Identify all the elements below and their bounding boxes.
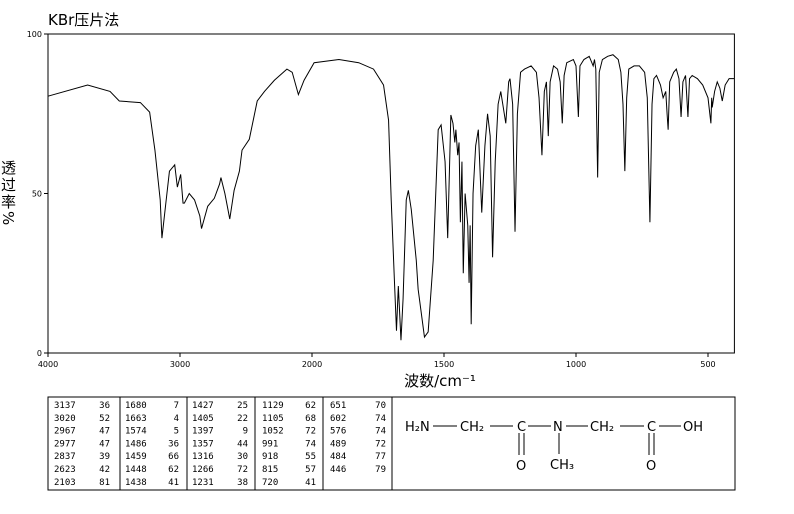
peak-transmittance: 39 [99, 452, 110, 462]
peak-wavenumber: 1427 [192, 401, 214, 411]
peak-wavenumber: 446 [330, 465, 346, 475]
peak-transmittance: 72 [375, 439, 386, 449]
peak-wavenumber: 1459 [125, 452, 147, 462]
peak-wavenumber: 3137 [54, 401, 76, 411]
peak-wavenumber: 1574 [125, 427, 147, 437]
peak-transmittance: 9 [243, 427, 248, 437]
peak-transmittance: 30 [237, 452, 248, 462]
peak-transmittance: 74 [375, 414, 386, 424]
peak-wavenumber: 720 [262, 478, 278, 488]
x-tick-label: 3000 [170, 360, 190, 369]
peak-wavenumber: 1397 [192, 427, 214, 437]
peak-transmittance: 47 [99, 439, 110, 449]
peak-transmittance: 66 [168, 452, 179, 462]
peak-wavenumber: 2103 [54, 478, 76, 488]
chart-title: KBr压片法 [48, 11, 119, 29]
peak-transmittance: 62 [305, 401, 316, 411]
atom-label: C [647, 420, 656, 435]
peak-transmittance: 55 [305, 452, 316, 462]
peak-wavenumber: 3020 [54, 414, 76, 424]
y-axis-label: 透过率% [0, 160, 17, 227]
peak-transmittance: 72 [305, 427, 316, 437]
spectrum-line [47, 54, 735, 341]
peak-wavenumber: 2623 [54, 465, 76, 475]
peak-wavenumber: 991 [262, 439, 278, 449]
peak-transmittance: 5 [174, 427, 179, 437]
peak-wavenumber: 1486 [125, 439, 147, 449]
atom-label: CH₃ [550, 458, 574, 473]
peak-transmittance: 72 [237, 465, 248, 475]
peak-wavenumber: 1438 [125, 478, 147, 488]
peak-transmittance: 38 [237, 478, 248, 488]
peak-transmittance: 44 [237, 439, 248, 449]
atom-label: H₂N [405, 420, 430, 435]
peak-transmittance: 4 [174, 414, 179, 424]
atom-label: CH₂ [590, 420, 614, 435]
x-tick-label: 2000 [302, 360, 322, 369]
peak-wavenumber: 1663 [125, 414, 147, 424]
peak-transmittance: 25 [237, 401, 248, 411]
peak-wavenumber: 2977 [54, 439, 76, 449]
peak-transmittance: 70 [375, 401, 386, 411]
atom-label: N [553, 420, 563, 435]
peak-transmittance: 77 [375, 452, 386, 462]
peak-wavenumber: 1357 [192, 439, 214, 449]
structure: H₂N CH₂ C O N CH₃ CH₂ C O OH [405, 420, 703, 474]
y-tick-label: 0 [37, 349, 42, 358]
peak-wavenumber: 484 [330, 452, 346, 462]
peak-transmittance: 74 [375, 427, 386, 437]
peak-wavenumber: 1052 [262, 427, 284, 437]
peak-transmittance: 57 [305, 465, 316, 475]
peak-wavenumber: 576 [330, 427, 346, 437]
peak-transmittance: 36 [99, 401, 110, 411]
y-tick-label: 50 [32, 190, 42, 199]
peak-wavenumber: 1680 [125, 401, 147, 411]
atom-label: CH₂ [460, 420, 484, 435]
peak-transmittance: 41 [168, 478, 179, 488]
peak-wavenumber: 2967 [54, 427, 76, 437]
peak-wavenumber: 1316 [192, 452, 214, 462]
x-tick-label: 1000 [566, 360, 586, 369]
peak-transmittance: 42 [99, 465, 110, 475]
x-axis-label: 波数/cm⁻¹ [404, 372, 476, 390]
peak-transmittance: 81 [99, 478, 110, 488]
peak-wavenumber: 489 [330, 439, 346, 449]
peak-wavenumber: 1266 [192, 465, 214, 475]
x-tick-label: 4000 [38, 360, 58, 369]
x-tick-label: 1500 [434, 360, 454, 369]
peak-transmittance: 68 [305, 414, 316, 424]
atom-label: C [517, 420, 526, 435]
x-tick-label: 500 [700, 360, 715, 369]
peak-wavenumber: 1231 [192, 478, 214, 488]
atom-label: O [516, 459, 526, 474]
peak-wavenumber: 651 [330, 401, 346, 411]
peak-transmittance: 74 [305, 439, 316, 449]
peak-transmittance: 62 [168, 465, 179, 475]
peak-wavenumber: 602 [330, 414, 346, 424]
peak-wavenumber: 1105 [262, 414, 284, 424]
peak-wavenumber: 2837 [54, 452, 76, 462]
peak-wavenumber: 815 [262, 465, 278, 475]
peak-wavenumber: 1129 [262, 401, 284, 411]
peak-transmittance: 79 [375, 465, 386, 475]
peak-wavenumber: 1405 [192, 414, 214, 424]
peak-transmittance: 36 [168, 439, 179, 449]
peak-wavenumber: 1448 [125, 465, 147, 475]
peak-transmittance: 41 [305, 478, 316, 488]
peak-wavenumber: 918 [262, 452, 278, 462]
atom-label: O [646, 459, 656, 474]
peak-transmittance: 22 [237, 414, 248, 424]
y-tick-label: 100 [27, 30, 42, 39]
peak-transmittance: 52 [99, 414, 110, 424]
atom-label: OH [683, 420, 703, 435]
peak-transmittance: 7 [174, 401, 179, 411]
peak-transmittance: 47 [99, 427, 110, 437]
